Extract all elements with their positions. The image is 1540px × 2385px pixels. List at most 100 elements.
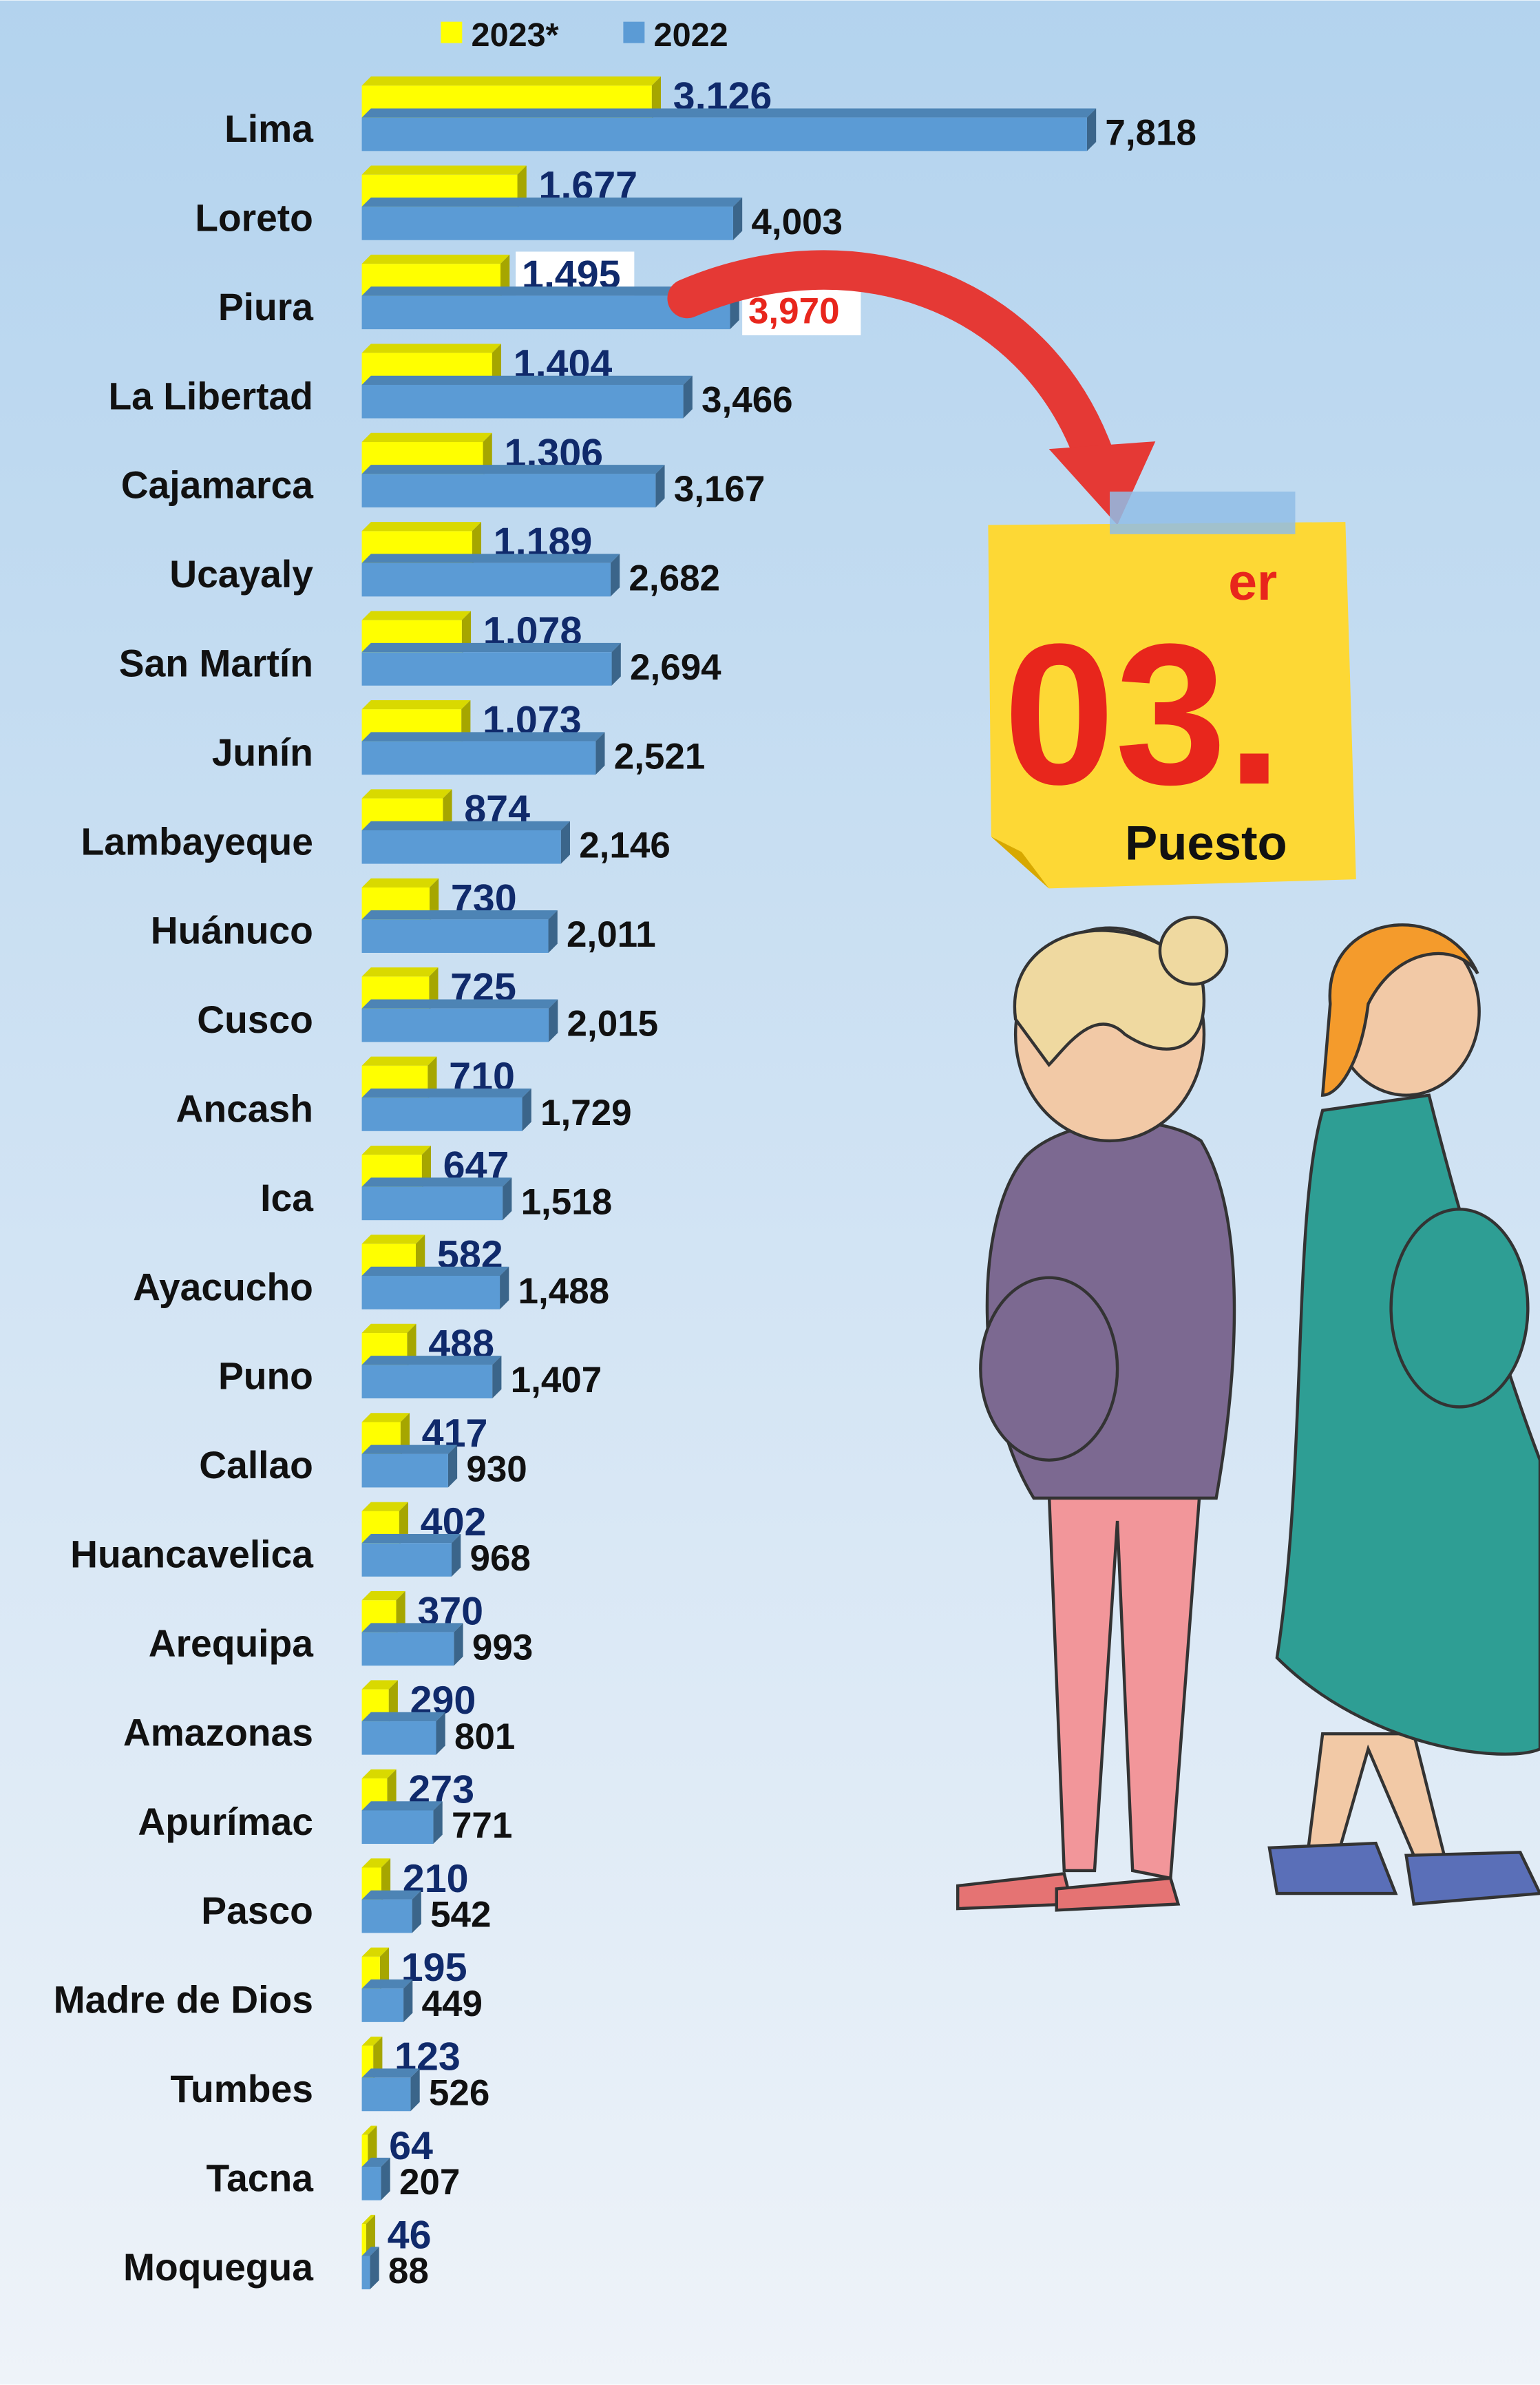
bar-top [361,1591,405,1601]
bar-top [361,2037,383,2046]
value-label: 88 [388,2251,429,2291]
bar-top [361,1177,512,1187]
bar-top [361,2214,376,2225]
arrow-head [1048,441,1156,525]
value-label: 1,729 [540,1093,632,1133]
bar-side [683,375,693,419]
bar-side [610,554,620,597]
bar-top [361,1947,390,1957]
bar [361,117,1087,151]
value-label: 968 [470,1538,530,1579]
rank-caption: Puesto [1125,815,1287,870]
value-label: 2,694 [630,647,721,688]
bar [361,1810,434,1845]
category-label: Lima [224,107,314,150]
bar-side [595,732,605,775]
value-label: 801 [454,1716,515,1757]
bar-top [361,967,439,977]
category-label: San Martín [119,642,313,685]
category-label: Huánuco [151,910,313,952]
category-label: Puno [218,1355,313,1398]
category-label: Huancavelica [70,1533,314,1576]
bar-top [361,1356,502,1365]
bar [361,1365,493,1399]
bar-top [361,1266,509,1276]
category-label: Cajamarca [121,464,315,507]
bar-top [361,165,527,175]
bar-side [433,1801,443,1845]
bar-top [361,789,452,799]
legend-label: 2022 [654,17,728,54]
bar-side [436,1712,445,1755]
value-label: 46 [388,2213,432,2257]
bar [361,652,612,686]
value-label: 3,970 [748,291,840,331]
illustration-woman-2 [1267,923,1540,1906]
plot-area: Lima3,1267,818Loreto1,6774,003Piura1,495… [54,75,1196,2292]
bar-top [361,108,1097,118]
bar [361,1453,448,1488]
bar-top [361,2125,377,2135]
bar-side [370,2247,379,2290]
bar-side [492,1356,502,1399]
value-label: 3,167 [674,469,766,509]
bar-top [361,76,662,86]
bar-top [361,1890,421,1900]
bar-top [361,1979,413,1989]
bar-top [361,554,620,563]
category-label: Ayacucho [133,1265,313,1308]
bar-side [611,642,621,686]
value-label: 7,818 [1105,112,1196,153]
bar [361,741,596,775]
bar-top [361,700,471,710]
bar-top [361,1858,391,1868]
rank-callout: 03. er Puesto [988,491,1356,889]
bar-top [361,910,558,920]
bar-top [361,2247,379,2256]
bar [361,2077,411,2112]
rank-suffix: er [1228,553,1277,611]
value-label: 526 [429,2072,489,2113]
bar [361,830,561,864]
bar-side [410,2068,420,2112]
bar-top [361,1623,463,1632]
bar-top [361,1769,397,1779]
value-label: 4,003 [751,202,843,242]
bar [361,2224,366,2258]
bar-top [361,611,472,620]
bar [361,2167,381,2200]
bar-top [361,1680,398,1690]
category-label: Moquegua [123,2246,314,2289]
category-label: Amazonas [123,1711,313,1754]
legend: 2023* 2022 [441,17,728,54]
bar [361,1543,452,1577]
category-label: Loreto [195,196,313,239]
bar-top [361,1533,461,1544]
category-label: Cusco [197,998,313,1041]
value-label: 2,011 [567,914,656,955]
bar-side [500,1266,509,1310]
value-label: 1,518 [521,1181,613,1222]
bar [361,563,611,597]
value-label: 2,015 [567,1004,659,1044]
value-label: 64 [389,2124,433,2168]
category-label: Tumbes [170,2068,313,2110]
bar-top [361,1056,437,1066]
value-label: 771 [452,1805,512,1846]
bar-top [361,465,665,474]
category-label: Piura [218,286,314,328]
bar-top [361,1502,408,1511]
bar [361,1276,500,1310]
category-label: Junín [212,731,313,774]
category-label: Callao [199,1444,313,1486]
value-label: 3,466 [702,380,793,421]
bar-side [732,197,743,240]
note-fold [991,837,1049,889]
bar-side [503,1177,512,1221]
bar-top [361,286,739,296]
bar [361,1721,436,1755]
bar-side [447,1444,458,1488]
